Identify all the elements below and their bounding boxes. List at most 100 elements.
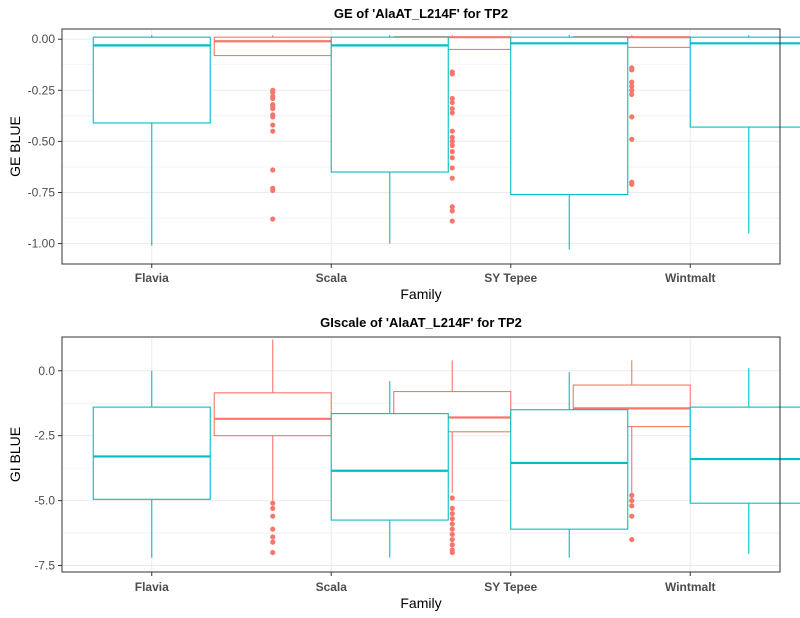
- x-tick-label-scala: Scala: [316, 580, 348, 594]
- y-axis-label: GE BLUE: [7, 116, 23, 177]
- outlier-point: [270, 549, 276, 556]
- outlier-point: [449, 155, 455, 161]
- x-axis-label: Family: [400, 595, 441, 611]
- outlier-point: [449, 204, 455, 210]
- x-tick-label-wintmalt: Wintmalt: [665, 271, 716, 285]
- chart-title: GE of 'AlaAT_L214F' for TP2: [334, 6, 508, 21]
- outlier-point: [449, 134, 455, 140]
- outlier-point: [449, 531, 455, 537]
- outlier-point: [629, 503, 635, 509]
- box-flavia-series-2: [92, 370, 211, 558]
- panel-2: 0.0 -2.5 -5.0 -7.5 Flavia Scala SY Tepee Wintma…: [7, 315, 800, 611]
- panel-border: [61, 336, 781, 573]
- outlier-point: [270, 114, 276, 120]
- outlier-point: [270, 505, 276, 511]
- box-iqr: [92, 406, 211, 500]
- box-iqr: [689, 406, 800, 504]
- outlier-point: [449, 142, 455, 149]
- box-iqr: [92, 36, 211, 124]
- outlier-point: [449, 510, 455, 517]
- y-axis-label: GI BLUE: [7, 427, 23, 482]
- box-sy-tepee-series-2: [510, 35, 629, 250]
- outlier-point: [449, 128, 455, 134]
- box-iqr: [689, 36, 800, 128]
- box-scala-series-1: [213, 35, 332, 222]
- y-tick-label: -2.5: [34, 429, 55, 443]
- box-scala-series-1: [213, 339, 332, 556]
- outlier-point: [629, 91, 635, 97]
- outlier-point: [629, 83, 635, 89]
- outlier-point: [449, 99, 455, 106]
- outlier-point: [449, 218, 455, 224]
- y-tick-label: -0.25: [28, 83, 56, 97]
- outlier-point: [270, 534, 276, 540]
- outlier-point: [270, 526, 276, 532]
- outlier-point: [449, 106, 455, 112]
- outlier-point: [449, 165, 455, 171]
- box-scala-series-2: [330, 35, 449, 244]
- box-sy-tepee-series-2: [510, 372, 629, 558]
- box-wintmalt-series-2: [689, 35, 800, 234]
- outlier-point: [449, 521, 455, 527]
- outlier-point: [449, 208, 455, 214]
- outlier-point: [449, 505, 455, 511]
- y-tick-label: -5.0: [34, 494, 55, 508]
- outlier-point: [449, 549, 455, 556]
- x-tick-label-scala: Scala: [316, 271, 348, 285]
- outlier-point: [629, 114, 635, 120]
- x-tick-label-flavia: Flavia: [135, 271, 169, 285]
- outlier-point: [629, 79, 635, 85]
- outlier-point: [629, 536, 635, 543]
- outlier-point: [629, 497, 635, 504]
- outlier-point: [270, 128, 276, 134]
- box-flavia-series-2: [92, 35, 211, 246]
- outlier-point: [270, 89, 276, 95]
- box-iqr: [330, 413, 449, 521]
- y-tick-label: -7.5: [34, 559, 55, 573]
- outlier-point: [270, 216, 276, 222]
- chart-title: GIscale of 'AlaAT_L214F' for TP2: [320, 315, 522, 330]
- outlier-point: [449, 138, 455, 144]
- y-tick-label: -1.00: [28, 237, 56, 251]
- outlier-point: [270, 500, 276, 506]
- outlier-point: [270, 95, 276, 102]
- outlier-point: [449, 95, 455, 102]
- outlier-point: [449, 536, 455, 543]
- outlier-point: [449, 542, 455, 548]
- outlier-point: [629, 67, 635, 73]
- box-iqr: [213, 392, 332, 437]
- x-axis-label: Family: [400, 286, 441, 302]
- outlier-point: [629, 492, 635, 498]
- outlier-point: [449, 516, 455, 522]
- x-tick-label-sy-tepee: SY Tepee: [484, 580, 537, 594]
- outlier-point: [449, 149, 455, 155]
- panel-1: 0.00 -0.25 -0.50 -0.75 -1.00 Flavia Scala SY Te…: [7, 6, 800, 302]
- outlier-point: [270, 187, 276, 194]
- panel-border: [61, 28, 781, 265]
- x-tick-label-wintmalt: Wintmalt: [665, 580, 716, 594]
- outlier-point: [449, 110, 455, 116]
- box-scala-series-2: [330, 381, 449, 558]
- x-tick-label-sy-tepee: SY Tepee: [484, 271, 537, 285]
- box-iqr: [330, 36, 449, 173]
- outlier-point: [270, 539, 276, 545]
- y-tick-label: -0.75: [28, 185, 56, 199]
- outlier-point: [270, 513, 276, 519]
- outlier-point: [629, 181, 635, 187]
- outlier-point: [449, 175, 455, 181]
- outlier-point: [449, 495, 455, 501]
- x-tick-label-flavia: Flavia: [135, 580, 169, 594]
- box-iqr: [213, 36, 332, 57]
- outlier-point: [449, 526, 455, 532]
- box-iqr: [510, 36, 629, 196]
- box-wintmalt-series-2: [689, 368, 800, 554]
- y-tick-label: 0.0: [38, 364, 55, 378]
- outlier-point: [270, 106, 276, 112]
- box-iqr: [510, 409, 629, 530]
- outlier-point: [270, 122, 276, 128]
- outlier-point: [629, 513, 635, 519]
- outlier-point: [629, 136, 635, 142]
- y-tick-label: 0.00: [32, 32, 56, 46]
